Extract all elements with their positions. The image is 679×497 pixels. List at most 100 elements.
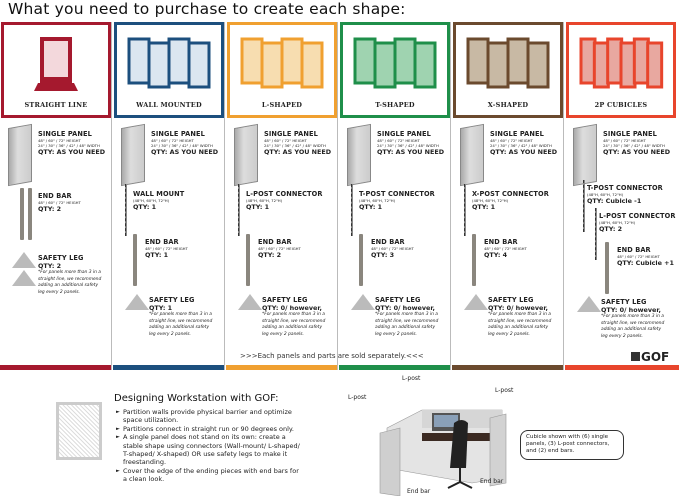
- cubicle-callout: Cubicle shown with (6) single panels, (3…: [520, 430, 624, 460]
- bullet: Cover the edge of the ending pieces with…: [116, 467, 302, 484]
- part-qty: QTY: 4: [484, 251, 508, 259]
- bullet: Partitions connect in straight run or 90…: [116, 425, 302, 434]
- part-size: 48" / 60" / 72" HEIGHT: [145, 246, 188, 251]
- part-qty: QTY: 0/ however,: [601, 306, 661, 314]
- part-qty: QTY: AS YOU NEED: [490, 148, 558, 156]
- shape-label: T-SHAPED: [375, 101, 415, 109]
- part-qty: QTY: Cubicle -1: [587, 197, 642, 205]
- shape-column-straight-line: STRAIGHT LINE SINGLE PANEL 48" / 60" / 72"…: [0, 22, 112, 370]
- shape-label: X-SHAPED: [487, 101, 529, 109]
- connector-post-icon: [583, 180, 585, 232]
- part-qty: QTY: AS YOU NEED: [264, 148, 332, 156]
- connector-post-icon: [464, 184, 466, 236]
- part-qty: QTY: 1: [246, 203, 270, 211]
- part-text: SINGLE PANEL 48" / 60" / 72" HEIGHT 24" / …: [377, 130, 444, 156]
- end-bar-icon: [472, 234, 476, 286]
- part-note: *For panels more than 3 in a straight li…: [601, 314, 665, 339]
- part-text: SAFETY LEG QTY: 0/ however, *For panels mo…: [262, 296, 328, 338]
- part-qty: QTY: 1: [149, 304, 173, 312]
- safety-leg-icon: [238, 294, 262, 310]
- part-qty: QTY: AS YOU NEED: [38, 148, 106, 156]
- end-bar-icon: [28, 188, 32, 240]
- cubicle-illustration: [379, 409, 507, 496]
- part-name: END BAR: [371, 238, 405, 246]
- part-text: T-POST CONNECTOR (48"H, 60"H, 72"H) QTY: 1: [359, 190, 435, 211]
- part-name: L-POST CONNECTOR: [246, 190, 323, 198]
- part-size: 48" / 60" / 72" HEIGHT: [484, 246, 527, 251]
- part-name: WALL MOUNT: [133, 190, 185, 198]
- part-qty: QTY: 2: [258, 251, 282, 259]
- part-name: SAFETY LEG: [601, 298, 647, 306]
- part-name: SAFETY LEG: [149, 296, 195, 304]
- part-text: SAFETY LEG QTY: 0/ however, *For panels mo…: [601, 298, 667, 340]
- part-qty: QTY: 0/ however,: [488, 304, 548, 312]
- part-text: SINGLE PANEL 48" / 60" / 72" HEIGHT 24" / …: [38, 130, 105, 156]
- part-text: END BAR 48" / 60" / 72" HEIGHT QTY: 3: [371, 238, 414, 259]
- part-size: (48"H, 60"H, 72"H): [133, 198, 170, 203]
- part-name: X-POST CONNECTOR: [472, 190, 549, 198]
- end-bar-icon: [20, 188, 24, 240]
- shape-label: STRAIGHT LINE: [24, 101, 88, 109]
- design-bullets: Partition walls provide physical barrier…: [116, 408, 302, 484]
- part-text: L-POST CONNECTOR (48"H, 60"H, 72"H) QTY: 2: [599, 212, 676, 233]
- lpost-label: L-post: [402, 375, 421, 382]
- part-text: END BAR 48" / 60" / 72" HEIGHT QTY: 2: [258, 238, 301, 259]
- shape-diagram-icon: [466, 37, 550, 89]
- shape-column-wall-mounted: WALL MOUNTED SINGLE PANEL 48" / 60" / 72" …: [113, 22, 225, 370]
- part-note: *For panels more than 3 in a straight li…: [262, 312, 326, 337]
- part-text: SAFETY LEG QTY: 0/ however, *For panels mo…: [488, 296, 554, 338]
- parts-list: SINGLE PANEL 48" / 60" / 72" HEIGHT 24" / …: [0, 122, 111, 364]
- lpost-label: L-post: [495, 387, 514, 394]
- part-qty: QTY: Cubicle +1: [617, 259, 674, 267]
- part-qty: QTY: 2: [599, 225, 623, 233]
- endbar-label: End bar: [480, 478, 504, 485]
- part-size: 24" / 30" / 36" / 42" / 48" WIDTH: [264, 143, 326, 148]
- part-text: END BAR 48" / 60" / 72" HEIGHT QTY: 4: [484, 238, 527, 259]
- part-name: SAFETY LEG: [262, 296, 308, 304]
- shape-label: 2P CUBICLES: [594, 101, 648, 109]
- logo-icon: [631, 352, 640, 361]
- panel-icon: [573, 123, 597, 187]
- part-name: END BAR: [484, 238, 518, 246]
- part-qty: QTY: 1: [359, 203, 383, 211]
- part-text: X-POST CONNECTOR (48"H, 60"H, 72"H) QTY: 1: [472, 190, 549, 211]
- gof-logo: GOF: [631, 350, 669, 364]
- part-size: 24" / 30" / 36" / 42" / 48" WIDTH: [603, 143, 665, 148]
- shape-diagram-icon: [34, 37, 78, 91]
- connector-post-icon: [125, 184, 127, 236]
- shape-header: T-SHAPED: [340, 22, 450, 118]
- part-size: 48" / 60" / 72" HEIGHT: [38, 200, 81, 205]
- parts-list: SINGLE PANEL 48" / 60" / 72" HEIGHT 24" / …: [452, 122, 563, 364]
- part-text: END BAR 48" / 60" / 72" HEIGHT QTY: 2: [38, 192, 81, 213]
- part-note: *For panels more than 3 in a straight li…: [375, 312, 439, 337]
- shape-column-2p-cubicles: 2P CUBICLES SINGLE PANEL 48" / 60" / 72" H…: [565, 22, 679, 370]
- part-name: SINGLE PANEL: [264, 130, 318, 138]
- part-text: SINGLE PANEL 48" / 60" / 72" HEIGHT 24" / …: [603, 130, 670, 156]
- part-note: *For panels more than 3 in a straight li…: [149, 312, 213, 337]
- panel-icon: [8, 123, 32, 187]
- end-bar-icon: [246, 234, 250, 286]
- panel-icon: [460, 123, 484, 187]
- part-name: END BAR: [145, 238, 179, 246]
- shape-header: WALL MOUNTED: [114, 22, 224, 118]
- part-qty: QTY: 0/ however,: [262, 304, 322, 312]
- end-bar-icon: [605, 242, 609, 294]
- safety-leg-icon: [12, 252, 36, 268]
- bullet: Partition walls provide physical barrier…: [116, 408, 302, 425]
- parts-list: SINGLE PANEL 48" / 60" / 72" HEIGHT 24" / …: [565, 122, 679, 364]
- part-qty: QTY: AS YOU NEED: [603, 148, 671, 156]
- part-text: L-POST CONNECTOR (48"H, 60"H, 72"H) QTY: 1: [246, 190, 323, 211]
- part-name: SINGLE PANEL: [603, 130, 657, 138]
- part-size: (48"H, 60"H, 72"H): [587, 192, 624, 197]
- shape-header: L-SHAPED: [227, 22, 337, 118]
- panel-swatch-image: [56, 402, 102, 460]
- panel-icon: [347, 123, 371, 187]
- part-size: (48"H, 60"H, 72"H): [599, 220, 636, 225]
- end-bar-icon: [359, 234, 363, 286]
- color-bar: [113, 365, 224, 370]
- page-title: What you need to purchase to create each…: [8, 0, 406, 18]
- part-text: END BAR 48" / 60" / 72" HEIGHT QTY: Cubicl…: [617, 246, 674, 267]
- shape-column-t-shaped: T-SHAPED SINGLE PANEL 48" / 60" / 72" HEIG…: [339, 22, 451, 370]
- part-text: WALL MOUNT (48"H, 60"H, 72"H) QTY: 1: [133, 190, 184, 211]
- part-size: 24" / 30" / 36" / 42" / 48" WIDTH: [490, 143, 552, 148]
